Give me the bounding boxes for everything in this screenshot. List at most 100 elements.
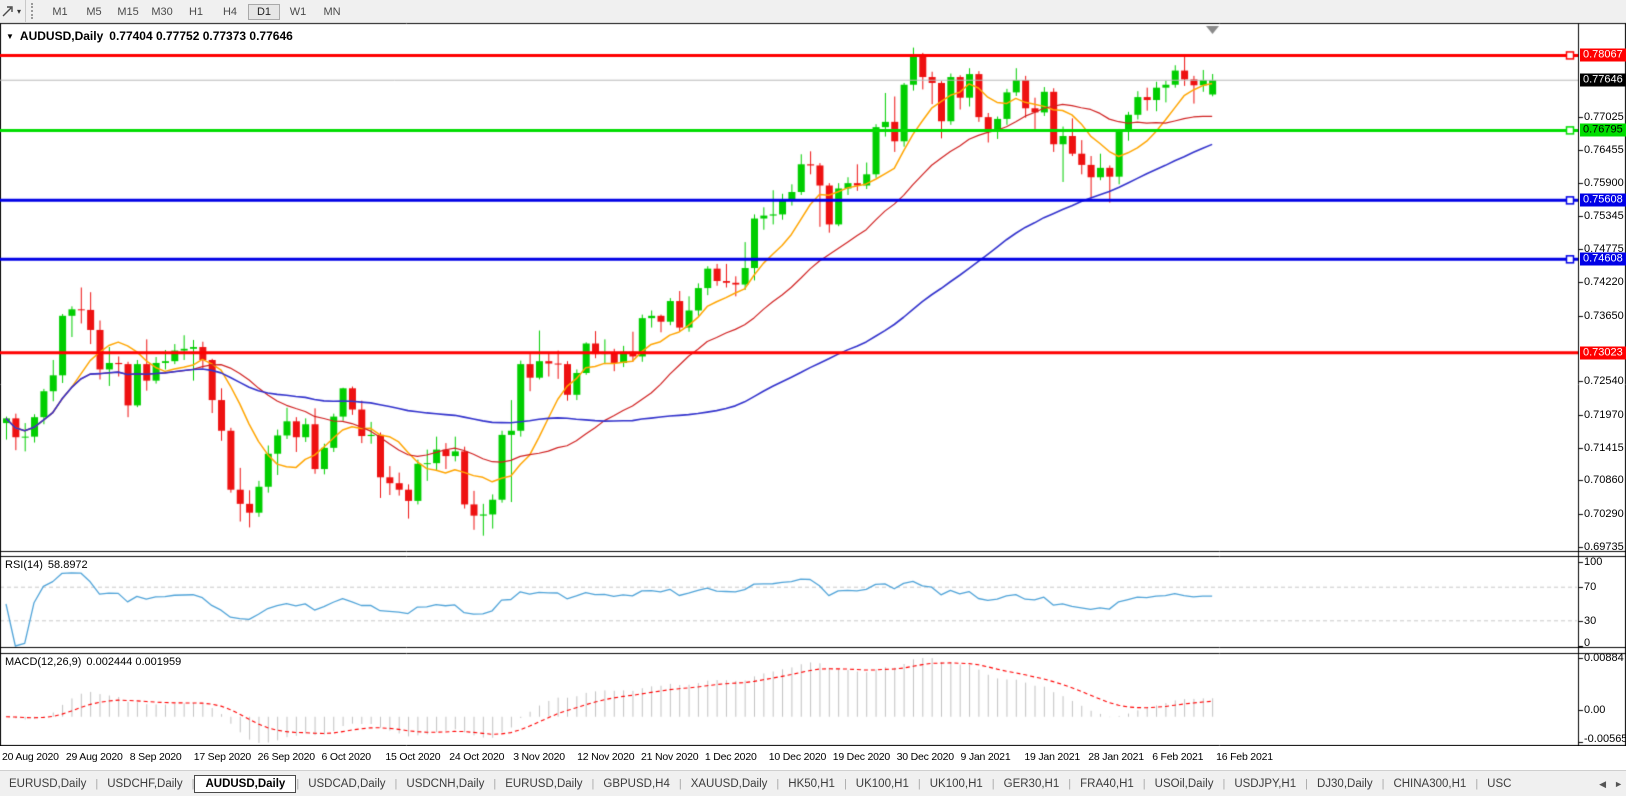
- tab-divider: |: [1222, 778, 1226, 790]
- tab-usc[interactable]: USC: [1487, 778, 1512, 790]
- timeframe-button-m15[interactable]: M15: [117, 6, 139, 18]
- macd-value: 0.002444 0.001959: [86, 656, 182, 668]
- price-level-label: 0.74608: [1580, 252, 1626, 266]
- tab-divider: |: [1305, 778, 1308, 790]
- macd-tick-label: 0.00884: [1584, 652, 1624, 664]
- date-label: 19 Dec 2020: [832, 751, 891, 763]
- timeframe-button-d1[interactable]: D1: [248, 4, 281, 20]
- price-tick-label: 0.75900: [1584, 177, 1624, 190]
- tab-divider: |: [493, 778, 497, 790]
- price-tick-label: 0.69735: [1584, 540, 1624, 553]
- chart-tab-bar: EURUSD,Daily | USDCHF,Daily | AUDUSD,Daily | U…: [0, 770, 1626, 796]
- date-label: 20 Aug 2020: [2, 751, 59, 763]
- price-tick-label: 0.77025: [1584, 110, 1624, 123]
- tab-gbpusd-h4[interactable]: GBPUSD,H4: [603, 778, 670, 790]
- price-tick-label: 0.74775: [1584, 243, 1624, 256]
- tab-scroll-arrows: ◀ ►: [1599, 771, 1623, 796]
- tab-fra40-h1[interactable]: FRA40,H1: [1080, 778, 1134, 790]
- tab-scroll-left-icon[interactable]: ◀: [1599, 778, 1607, 789]
- timeframe-button-m1[interactable]: M1: [52, 6, 68, 18]
- price-tick-label: 0.72540: [1584, 375, 1624, 388]
- price-tick-label: 0.76455: [1584, 144, 1624, 157]
- timeframe-button-m5[interactable]: M5: [86, 6, 102, 18]
- chart-ohlc-values: 0.77404 0.77752 0.77373 0.77646: [109, 29, 293, 43]
- rsi-name: RSI(14): [5, 559, 43, 571]
- date-label: 30 Dec 2020: [896, 751, 955, 763]
- timeframe-button-m30[interactable]: M30: [151, 6, 173, 18]
- chart-title: ▼ AUDUSD,Daily 0.77404 0.77752 0.77373 0…: [6, 29, 293, 43]
- tab-divider: |: [296, 778, 300, 790]
- tab-uk100-h1[interactable]: UK100,H1: [929, 778, 983, 790]
- tab-eurusd-daily[interactable]: EURUSD,Daily: [9, 778, 87, 790]
- price-tick-label: 0.70860: [1584, 474, 1624, 487]
- price-level-label: 0.78067: [1580, 48, 1626, 62]
- date-label: 28 Jan 2021: [1088, 751, 1144, 763]
- tab-usdjpy-h1[interactable]: USDJPY,H1: [1234, 778, 1297, 790]
- date-label: 6 Oct 2020: [321, 751, 372, 763]
- price-level-label: 0.75608: [1580, 193, 1626, 207]
- tab-usdcad-daily[interactable]: USDCAD,Daily: [308, 778, 386, 790]
- tab-divider: |: [843, 778, 847, 790]
- chevron-down-icon: ▾: [17, 6, 22, 16]
- tab-usdchf-daily[interactable]: USDCHF,Daily: [107, 778, 183, 790]
- date-label: 6 Feb 2021: [1152, 751, 1204, 763]
- tab-divider: |: [1068, 778, 1072, 790]
- tab-xauusd-daily[interactable]: XAUUSD,Daily: [690, 778, 768, 790]
- date-label: 17 Sep 2020: [193, 751, 252, 763]
- macd-indicator-label: MACD(12,26,9) 0.002444 0.001959: [5, 656, 181, 668]
- tab-scroll-right-icon[interactable]: ►: [1614, 779, 1623, 789]
- tab-divider: |: [394, 778, 398, 790]
- tab-ger30-h1[interactable]: GER30,H1: [1003, 778, 1060, 790]
- price-tick-label: 0.75345: [1584, 209, 1624, 222]
- timeframe-button-h4[interactable]: H4: [222, 6, 238, 18]
- price-tick-label: 0.71415: [1584, 441, 1624, 454]
- timeframe-button-mn[interactable]: MN: [323, 6, 341, 18]
- tab-divider: |: [591, 778, 595, 790]
- chart-cursor-icon: [2, 5, 13, 16]
- tab-divider: |: [191, 778, 195, 790]
- tab-dj30-daily[interactable]: DJ30,Daily: [1316, 778, 1373, 790]
- macd-tick-label: 0.00: [1584, 704, 1606, 716]
- price-tick-label: 0.74220: [1584, 276, 1624, 289]
- tab-divider: |: [776, 778, 780, 790]
- tab-divider: |: [1142, 778, 1146, 790]
- rsi-tick-label: 70: [1584, 581, 1597, 594]
- date-label: 19 Jan 2021: [1024, 751, 1080, 763]
- price-level-label: 0.77646: [1580, 73, 1626, 87]
- chart-tab-list: EURUSD,Daily | USDCHF,Daily | AUDUSD,Daily | U…: [0, 771, 1626, 796]
- toolbar-grip-handle[interactable]: [31, 3, 37, 19]
- rsi-tick-label: 30: [1584, 614, 1597, 627]
- date-label: 9 Jan 2021: [960, 751, 1011, 763]
- price-tick-label: 0.73650: [1584, 309, 1624, 322]
- macd-tick-label: -0.005651: [1584, 733, 1626, 745]
- date-label: 29 Aug 2020: [65, 751, 123, 763]
- date-label: 24 Oct 2020: [449, 751, 505, 763]
- price-axis[interactable]: 0.77025 0.76455 0.75900 0.75345 0.74775 0.742…: [1578, 22, 1626, 746]
- tab-divider: |: [1475, 778, 1479, 790]
- date-label: 16 Feb 2021: [1216, 751, 1273, 763]
- tab-usdcnh-daily[interactable]: USDCNH,Daily: [406, 778, 485, 790]
- tab-uk100-h1[interactable]: UK100,H1: [855, 778, 909, 790]
- tab-audusd-daily[interactable]: AUDUSD,Daily: [194, 775, 297, 793]
- tab-eurusd-daily[interactable]: EURUSD,Daily: [505, 778, 583, 790]
- time-axis[interactable]: 20 Aug 2020 29 Aug 2020 8 Sep 2020 17 Sep 2…: [0, 746, 1626, 770]
- chart-dropdown-icon[interactable]: ▼: [6, 31, 14, 41]
- timeframe-buttons: M1 M5 M15 M30 H1 H4 D1 W1 MN: [43, 2, 349, 20]
- date-label: 12 Nov 2020: [577, 751, 635, 763]
- date-label: 3 Nov 2020: [513, 751, 565, 763]
- tab-usoil-daily[interactable]: USOil,Daily: [1154, 778, 1214, 790]
- tab-divider: |: [1381, 778, 1385, 790]
- rsi-tick-label: 0: [1584, 637, 1591, 649]
- price-level-label: 0.73023: [1580, 346, 1626, 360]
- timeframe-button-w1[interactable]: W1: [289, 6, 307, 18]
- tab-hk50-h1[interactable]: HK50,H1: [788, 778, 835, 790]
- cursor-tool-button[interactable]: ▾: [0, 0, 27, 22]
- tab-divider: |: [917, 778, 921, 790]
- rsi-indicator-label: RSI(14) 58.8972: [5, 559, 88, 571]
- tab-china300-h1[interactable]: CHINA300,H1: [1393, 778, 1467, 790]
- tab-divider: |: [95, 778, 99, 790]
- timeframe-button-h1[interactable]: H1: [188, 6, 204, 18]
- chart-symbol-label: AUDUSD,Daily: [19, 29, 104, 43]
